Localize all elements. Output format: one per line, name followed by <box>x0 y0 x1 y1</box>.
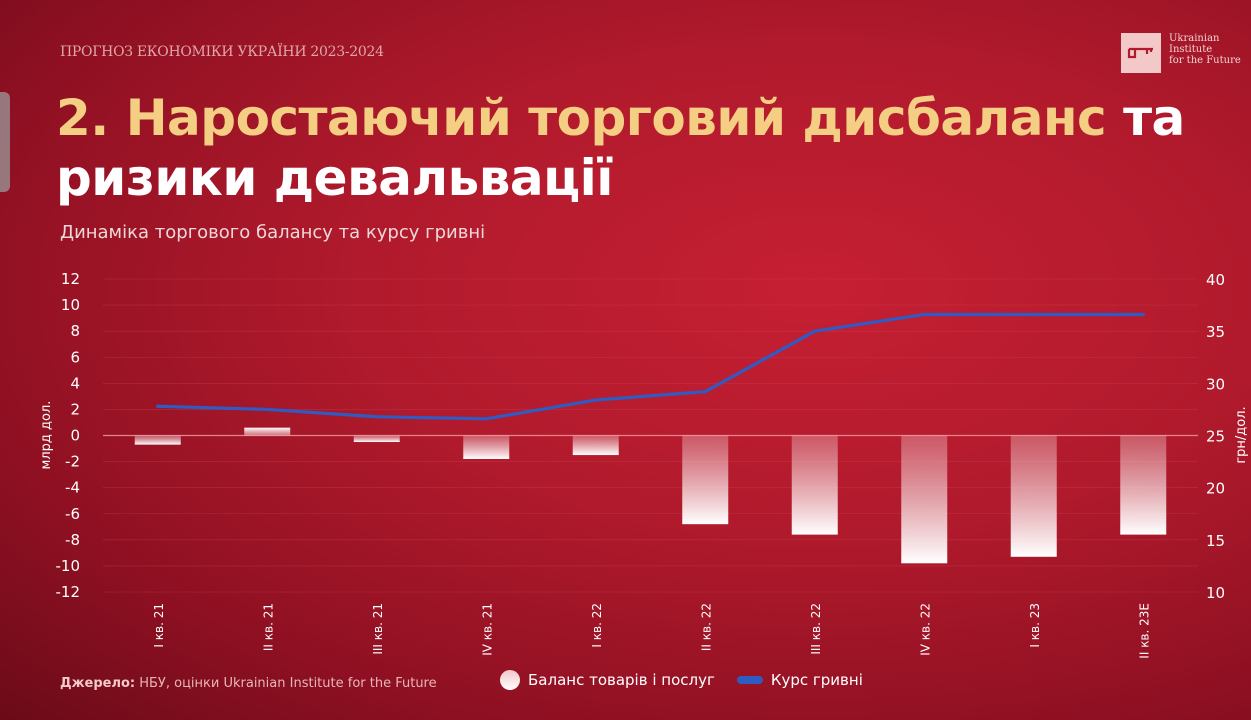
bar <box>1010 435 1057 557</box>
y2-tick-label: 30 <box>1206 375 1225 393</box>
legend-balance-label: Баланс товарів і послуг <box>528 671 715 689</box>
x-tick-label: III кв. 22 <box>809 603 823 655</box>
chart-subtitle: Динаміка торгового балансу та курсу грив… <box>60 222 486 243</box>
x-tick-label: I кв. 22 <box>590 603 604 648</box>
bar <box>791 435 838 535</box>
bar <box>244 427 291 436</box>
bar <box>572 435 619 456</box>
line-point <box>156 404 160 408</box>
y-tick-label: -6 <box>65 505 80 523</box>
exchange-rate-line <box>156 312 1145 421</box>
legend-item-rate: Курс гривні <box>736 671 863 689</box>
x-tick-label: III кв. 21 <box>371 603 385 655</box>
y2-tick-label: 10 <box>1206 584 1225 602</box>
bar <box>682 435 729 525</box>
x-tick-label: II кв. 22 <box>699 603 713 651</box>
y-tick-label: 12 <box>61 270 80 288</box>
line-point <box>813 329 817 333</box>
bar <box>463 435 510 459</box>
x-tick-label: II кв. 21 <box>261 603 275 651</box>
y-tick-label: 6 <box>70 348 80 366</box>
logo-line-1: Ukrainian <box>1169 33 1220 44</box>
y-tick-label: 0 <box>70 427 80 445</box>
y2-tick-label: 25 <box>1206 428 1225 446</box>
source-label: Джерело: <box>60 676 136 691</box>
line-point <box>1141 312 1145 317</box>
y-tick-label: 4 <box>70 374 80 392</box>
chart-legend: Баланс товарів і послуг Курс гривні <box>500 670 863 690</box>
line-point <box>265 407 269 412</box>
y-tick-label: -12 <box>56 583 81 601</box>
y-tick-label: -8 <box>65 531 80 549</box>
y-tick-label: 8 <box>70 322 80 340</box>
line-point <box>703 390 707 394</box>
y-tick-label: 10 <box>61 296 80 314</box>
y-tick-label: -4 <box>65 479 80 497</box>
bar <box>901 435 948 564</box>
bar <box>134 435 181 445</box>
line-point <box>922 312 926 317</box>
x-tick-label: IV кв. 22 <box>918 603 932 656</box>
source-text: НБУ, оцінки Ukrainian Institute for the … <box>135 676 437 691</box>
line-point <box>484 417 488 421</box>
source-note: Джерело: НБУ, оцінки Ukrainian Institute… <box>60 676 437 691</box>
line-point <box>1032 312 1036 317</box>
logo-line-3: for the Future <box>1169 55 1241 66</box>
line-point <box>594 398 598 402</box>
title-rest: та ризики девальвації <box>56 89 1185 207</box>
y-axis-title: млрд дол. <box>39 401 54 470</box>
y2-tick-label: 35 <box>1206 323 1225 341</box>
bar <box>353 435 400 443</box>
logo-line-2: Institute <box>1169 44 1213 55</box>
line-point <box>375 415 379 419</box>
report-kicker: ПРОГНОЗ ЕКОНОМІКИ УКРАЇНИ 2023-2024 <box>60 44 384 60</box>
key-logo-icon <box>1121 33 1161 73</box>
y-tick-label: -10 <box>56 557 81 575</box>
logo: Ukrainian Institute for the Future <box>1121 33 1249 73</box>
legend-item-balance: Баланс товарів і послуг <box>500 670 715 690</box>
x-tick-label: I кв. 23 <box>1028 603 1042 648</box>
y2-tick-label: 15 <box>1206 532 1225 550</box>
title-highlight: 2. Наростаючий торговий дисбаланс <box>56 89 1107 147</box>
y2-axis-title: грн/дол. <box>1234 406 1249 463</box>
x-tick-label: I кв. 21 <box>152 603 166 648</box>
logo-text: Ukrainian Institute for the Future <box>1169 33 1249 66</box>
side-scroll-tab[interactable] <box>0 92 10 192</box>
y-tick-label: 2 <box>70 400 80 418</box>
y-tick-label: -2 <box>65 453 80 471</box>
legend-bar-swatch <box>500 670 520 690</box>
y2-tick-label: 40 <box>1206 271 1225 289</box>
legend-line-swatch <box>736 676 763 684</box>
legend-rate-label: Курс гривні <box>770 671 863 689</box>
x-tick-label: IV кв. 21 <box>480 603 494 656</box>
page-title: 2. Наростаючий торговий дисбаланс та риз… <box>56 88 1251 208</box>
bar <box>1120 435 1167 535</box>
y2-tick-label: 20 <box>1206 480 1225 498</box>
x-tick-label: II кв. 23Е <box>1137 603 1151 659</box>
